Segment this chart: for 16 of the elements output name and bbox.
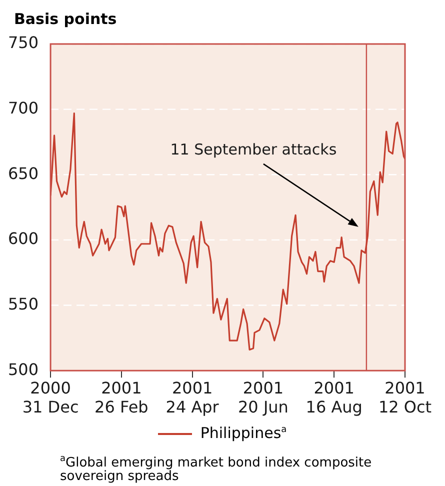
x-tick-label: 2001 20 Jun [238, 378, 288, 417]
legend-label: Philippines$^{a}$ [199, 424, 287, 442]
y-tick-label: 700 [8, 98, 39, 118]
ref-line-label: 11 September attacks [170, 140, 337, 158]
x-tick-label: 2001 12 Oct [378, 378, 432, 417]
x-tick-label: 2001 24 Apr [166, 378, 220, 417]
y-tick-label: 550 [8, 294, 39, 314]
y-tick-label: 600 [8, 229, 39, 248]
y-tick-label: 650 [8, 164, 39, 183]
y-axis-title: Basis points [14, 10, 117, 28]
y-tick-label: 750 [8, 33, 39, 52]
y-tick-label: 500 [8, 360, 39, 379]
x-tick-label: 2001 16 Aug [306, 378, 362, 417]
text: $^{a}$Global emerging market bond index composite sovereign spreads [60, 453, 373, 484]
x-tick-label: 2000 31 Dec [22, 378, 79, 417]
x-tick-label: 2001 26 Feb [94, 378, 148, 417]
